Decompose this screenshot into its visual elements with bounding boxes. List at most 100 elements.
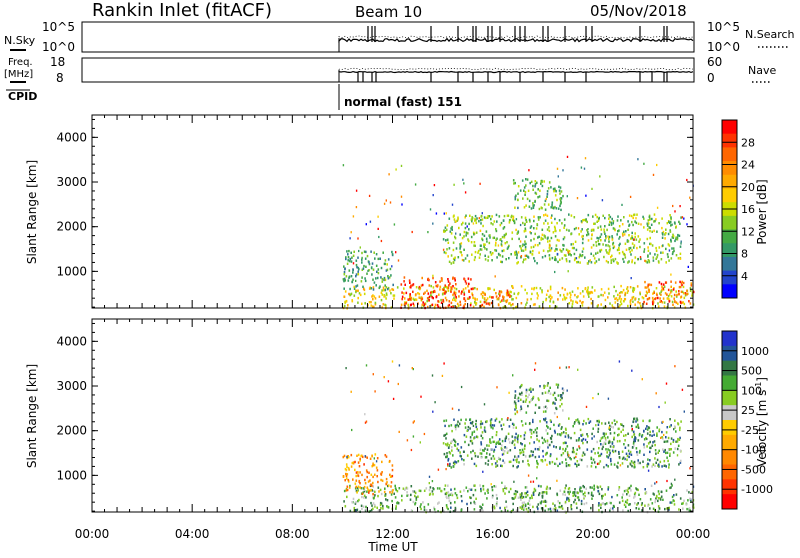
data-cell (521, 393, 523, 396)
data-cell (634, 502, 636, 505)
data-cell (690, 284, 693, 287)
data-cell (543, 214, 545, 217)
data-cell (689, 302, 692, 305)
data-cell (445, 468, 447, 471)
data-cell (345, 463, 348, 466)
data-cell (544, 219, 547, 222)
data-cell (474, 219, 476, 222)
data-cell (645, 491, 648, 494)
data-cell (682, 502, 684, 505)
data-cell (619, 439, 621, 443)
data-cell (651, 244, 654, 247)
data-cell (626, 291, 629, 294)
data-cell (633, 288, 635, 292)
data-cell (519, 189, 522, 192)
data-cell (683, 302, 686, 306)
data-cell (486, 497, 488, 500)
data-cell (581, 490, 583, 493)
data-cell (642, 297, 645, 300)
data-cell (391, 468, 394, 472)
data-cell (534, 447, 537, 451)
data-cell (361, 256, 363, 259)
data-cell (622, 493, 624, 496)
data-cell (614, 257, 617, 261)
data-cell (530, 436, 532, 439)
data-cell (573, 258, 576, 262)
data-cell (471, 422, 473, 425)
data-cell (550, 216, 552, 219)
data-cell (534, 368, 536, 371)
data-cell (668, 259, 670, 262)
data-cell (514, 253, 516, 256)
data-cell (646, 237, 649, 241)
data-cell (682, 281, 685, 285)
data-cell (508, 221, 511, 224)
data-cell (386, 499, 389, 502)
data-cell (678, 463, 680, 466)
data-cell (484, 492, 486, 495)
data-cell (624, 253, 626, 257)
data-cell (503, 214, 506, 218)
data-cell (485, 456, 488, 459)
data-cell (495, 417, 498, 421)
data-cell (356, 486, 359, 490)
data-cell (493, 457, 496, 460)
data-cell (660, 293, 662, 296)
data-cell (342, 455, 345, 459)
data-cell (689, 196, 691, 199)
data-cell (637, 488, 639, 492)
data-cell (492, 427, 494, 430)
data-cell (650, 484, 653, 487)
data-cell (396, 286, 399, 289)
data-cell (460, 223, 463, 226)
data-cell (605, 244, 607, 247)
data-cell (504, 439, 507, 443)
data-cell (681, 283, 683, 287)
data-cell (620, 423, 622, 426)
data-cell (686, 178, 688, 182)
data-cell (489, 234, 491, 237)
data-cell (659, 498, 662, 501)
data-cell (635, 221, 638, 225)
data-cell (648, 289, 650, 292)
data-cell (633, 287, 636, 290)
data-cell (541, 207, 543, 210)
data-cell (568, 464, 571, 467)
data-cell (534, 243, 537, 247)
data-cell (529, 220, 531, 223)
data-cell (348, 486, 351, 489)
data-cell (587, 417, 590, 421)
data-cell (351, 428, 353, 432)
data-cell (602, 445, 604, 449)
data-cell (680, 420, 682, 423)
data-cell (516, 254, 518, 257)
data-cell (386, 263, 388, 266)
data-cell (447, 457, 450, 461)
data-cell (665, 489, 668, 492)
data-cell (468, 297, 470, 300)
data-cell (679, 280, 681, 284)
data-cell (676, 447, 679, 451)
colorbar-tick-label: -25 (741, 424, 759, 437)
data-cell (542, 455, 544, 458)
freq-tick-bottom: 8 (56, 71, 64, 85)
data-cell (351, 461, 354, 465)
data-cell (586, 288, 589, 292)
data-cell (371, 262, 374, 265)
data-cell (515, 426, 517, 429)
data-cell (345, 472, 347, 476)
data-cell (609, 509, 611, 512)
data-cell (667, 448, 670, 451)
data-cell (538, 455, 540, 458)
data-cell (654, 457, 656, 460)
data-cell (541, 460, 544, 463)
data-cell (614, 449, 617, 453)
data-cell (355, 273, 358, 276)
data-cell (521, 496, 523, 499)
data-cell (582, 219, 584, 222)
data-cell (459, 233, 461, 236)
data-cell (679, 205, 681, 208)
data-cell (460, 495, 463, 498)
data-cell (362, 491, 365, 494)
data-cell (351, 300, 354, 303)
